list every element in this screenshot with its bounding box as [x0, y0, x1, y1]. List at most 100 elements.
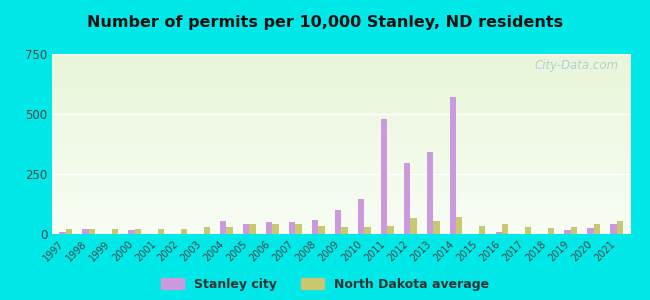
Bar: [593, 224, 600, 234]
Bar: [128, 230, 135, 234]
Bar: [426, 152, 433, 234]
Bar: [52, 142, 630, 144]
Bar: [52, 151, 630, 153]
Bar: [52, 97, 630, 99]
Bar: [525, 227, 531, 234]
Bar: [52, 67, 630, 68]
Bar: [52, 119, 630, 121]
Bar: [52, 167, 630, 169]
Bar: [387, 226, 394, 234]
Bar: [89, 229, 95, 234]
Bar: [52, 220, 630, 221]
Bar: [52, 115, 630, 117]
Bar: [52, 104, 630, 106]
Bar: [226, 227, 233, 234]
Bar: [52, 176, 630, 178]
Bar: [52, 56, 630, 58]
Bar: [52, 232, 630, 234]
Bar: [220, 221, 226, 234]
Bar: [52, 72, 630, 74]
Bar: [52, 196, 630, 198]
Bar: [52, 74, 630, 76]
Bar: [52, 218, 630, 220]
Bar: [52, 61, 630, 63]
Bar: [52, 92, 630, 94]
Bar: [52, 130, 630, 131]
Bar: [52, 76, 630, 77]
Bar: [181, 229, 187, 234]
Bar: [52, 169, 630, 171]
Bar: [52, 175, 630, 176]
Bar: [52, 223, 630, 225]
Bar: [52, 124, 630, 126]
Bar: [52, 68, 630, 70]
Bar: [52, 94, 630, 95]
Bar: [52, 83, 630, 85]
Bar: [52, 108, 630, 110]
Bar: [52, 216, 630, 218]
Bar: [52, 128, 630, 130]
Bar: [548, 228, 554, 234]
Bar: [52, 85, 630, 86]
Bar: [52, 202, 630, 203]
Bar: [52, 112, 630, 113]
Bar: [52, 110, 630, 112]
Legend: Stanley city, North Dakota average: Stanley city, North Dakota average: [161, 278, 489, 291]
Bar: [52, 155, 630, 157]
Bar: [52, 173, 630, 175]
Bar: [52, 59, 630, 61]
Bar: [52, 178, 630, 180]
Bar: [52, 133, 630, 135]
Bar: [52, 164, 630, 166]
Bar: [52, 86, 630, 88]
Bar: [52, 90, 630, 92]
Bar: [52, 144, 630, 146]
Bar: [52, 148, 630, 149]
Bar: [52, 79, 630, 81]
Bar: [52, 137, 630, 139]
Bar: [52, 135, 630, 137]
Bar: [52, 95, 630, 97]
Bar: [52, 193, 630, 194]
Bar: [52, 211, 630, 212]
Bar: [318, 226, 325, 234]
Bar: [479, 226, 486, 234]
Bar: [52, 54, 630, 56]
Bar: [312, 220, 318, 234]
Bar: [52, 214, 630, 216]
Bar: [289, 222, 295, 234]
Bar: [358, 199, 364, 234]
Bar: [588, 228, 593, 234]
Bar: [610, 224, 617, 234]
Bar: [456, 217, 462, 234]
Bar: [59, 232, 66, 234]
Bar: [52, 81, 630, 83]
Bar: [571, 227, 577, 234]
Bar: [52, 58, 630, 59]
Bar: [52, 117, 630, 119]
Bar: [52, 191, 630, 193]
Bar: [52, 106, 630, 108]
Bar: [203, 227, 210, 234]
Bar: [433, 221, 439, 234]
Bar: [341, 227, 348, 234]
Bar: [52, 187, 630, 189]
Bar: [250, 224, 256, 234]
Text: Number of permits per 10,000 Stanley, ND residents: Number of permits per 10,000 Stanley, ND…: [87, 15, 563, 30]
Bar: [66, 229, 72, 234]
Bar: [52, 225, 630, 227]
Bar: [52, 113, 630, 115]
Bar: [52, 200, 630, 202]
Bar: [52, 230, 630, 232]
Bar: [495, 232, 502, 234]
Bar: [52, 70, 630, 72]
Bar: [52, 185, 630, 187]
Bar: [52, 158, 630, 160]
Bar: [52, 160, 630, 162]
Bar: [266, 222, 272, 234]
Bar: [381, 119, 387, 234]
Bar: [502, 224, 508, 234]
Bar: [52, 65, 630, 67]
Bar: [135, 229, 141, 234]
Bar: [52, 221, 630, 223]
